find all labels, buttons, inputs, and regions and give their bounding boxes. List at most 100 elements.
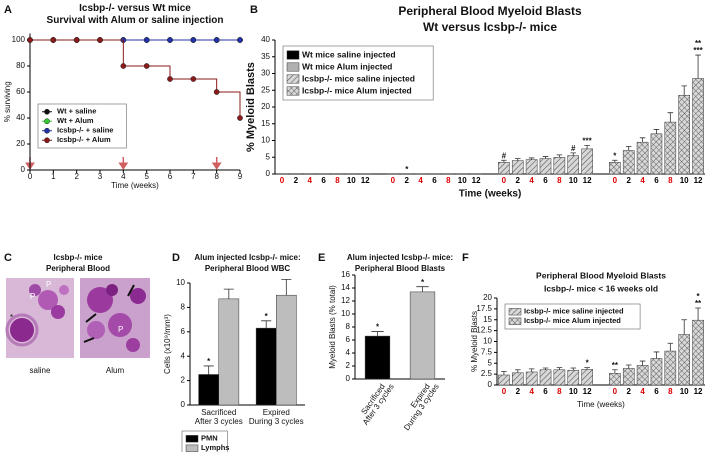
y-tick-label: 4 <box>181 351 186 360</box>
y-tick-label: 100 <box>12 35 26 44</box>
bar <box>539 369 552 386</box>
x-tick-label: 0 <box>613 387 618 396</box>
legend-swatch <box>185 435 199 443</box>
legend-label: Wt + Alum <box>57 116 94 125</box>
error-bar <box>612 369 618 374</box>
error-bar <box>223 288 234 299</box>
legend-label: Wt mice saline injected <box>302 49 396 59</box>
bar <box>609 373 621 386</box>
x-tick-label: 12 <box>583 176 592 185</box>
y-tick-label: 40 <box>261 35 270 44</box>
cell-label: * <box>10 313 13 322</box>
point <box>213 89 220 95</box>
x-tick-label: 1 <box>51 172 56 181</box>
x-tick-label: 12 <box>472 176 481 185</box>
annotation: ** <box>695 39 702 48</box>
error-bar <box>612 159 618 163</box>
y-tick-label: 14 <box>341 283 350 292</box>
panel-letter: A <box>4 4 12 16</box>
y-tick-label: 17.5 <box>476 304 492 313</box>
y-tick-label: 80 <box>16 61 25 70</box>
bar <box>511 160 524 175</box>
bar <box>636 365 649 386</box>
caption: Alum <box>106 366 125 375</box>
x-tick-label: 10 <box>680 176 689 185</box>
y-axis-label: % surviving <box>3 81 12 122</box>
bar <box>622 150 635 175</box>
y-axis-label: % Myeloid Blasts <box>245 62 257 152</box>
legend-swatch <box>286 74 300 84</box>
x-tick-label: 6 <box>432 176 437 185</box>
micrographs <box>5 278 150 358</box>
y-tick-label: 40 <box>16 113 25 122</box>
error-bar <box>281 278 292 296</box>
bar <box>512 372 524 386</box>
annotation: ** <box>612 361 619 370</box>
x-tick-label: 10 <box>458 176 467 185</box>
y-tick-label: 10 <box>483 337 492 346</box>
x-tick-label: 4 <box>529 387 534 396</box>
bar <box>525 159 538 175</box>
y-tick-label: 2 <box>181 376 186 385</box>
legend-box <box>504 303 641 330</box>
bar <box>581 148 593 175</box>
error-bar <box>542 156 549 159</box>
x-tick-label: 4 <box>418 176 423 185</box>
legend-swatch <box>508 308 522 316</box>
legend-marker <box>44 127 50 134</box>
error-bar <box>570 152 576 156</box>
bar <box>581 369 593 386</box>
x-tick-label: 4 <box>307 176 312 185</box>
x-tick-label: 4 <box>640 176 645 185</box>
annotation: * <box>207 357 211 366</box>
point <box>120 63 127 69</box>
point <box>237 115 243 121</box>
error-bar <box>542 367 549 370</box>
x-tick-label: 0 <box>280 176 285 185</box>
y-tick-label: 30 <box>261 69 270 78</box>
panel-letter: F <box>462 252 469 264</box>
legend-box <box>282 45 434 101</box>
annotation: * <box>405 165 409 174</box>
bar <box>650 133 663 175</box>
legend-label: Wt + saline <box>57 107 96 116</box>
chart-title: Peripheral Blood Myeloid Blasts <box>536 270 666 280</box>
x-tick-label: 10 <box>569 176 578 185</box>
y-tick-label: 16 <box>341 270 350 279</box>
error-bar <box>528 157 535 160</box>
x-tick-label: 12 <box>361 176 370 185</box>
x-tick-label: 9 <box>238 172 243 181</box>
x-tick-label: 2 <box>294 176 299 185</box>
y-axis-label: % Myeloid Blasts <box>470 311 479 372</box>
chart-title: Peripheral Blood Myeloid Blasts <box>398 4 582 18</box>
error-bar <box>584 367 590 370</box>
x-tick-label: 0 <box>502 176 507 185</box>
bar <box>553 369 566 386</box>
y-tick-label: 0 <box>21 165 26 174</box>
y-tick-label: 6 <box>346 335 351 344</box>
legend-label: Wt mice Alum injected <box>302 61 392 71</box>
legend-swatch <box>286 86 300 96</box>
bar <box>678 334 690 386</box>
error-bar <box>667 112 674 123</box>
y-tick-label: 15 <box>483 315 492 324</box>
error-bar <box>681 85 687 96</box>
x-tick-label: 4 <box>121 172 126 181</box>
legend-label: Icsbp-/- mice saline injected <box>524 307 624 316</box>
error-bar <box>570 367 577 371</box>
x-tick-label: 8 <box>557 176 562 185</box>
bar <box>636 141 649 175</box>
bar <box>692 319 704 386</box>
legend-label: PMN <box>201 434 218 443</box>
x-tick-label: 10 <box>569 387 578 396</box>
legend-label: Icsbp-/- mice saline injected <box>302 73 415 83</box>
x-tick-label: 12 <box>694 176 703 185</box>
annotation: # <box>502 151 507 160</box>
bar <box>498 374 510 386</box>
error-bar <box>501 159 507 163</box>
point <box>167 37 173 43</box>
x-tick-label: 2 <box>627 387 632 396</box>
x-tick-label: 2 <box>626 176 631 185</box>
x-tick-label: 0 <box>502 387 507 396</box>
x-axis-label: Time (weeks) <box>459 189 522 200</box>
